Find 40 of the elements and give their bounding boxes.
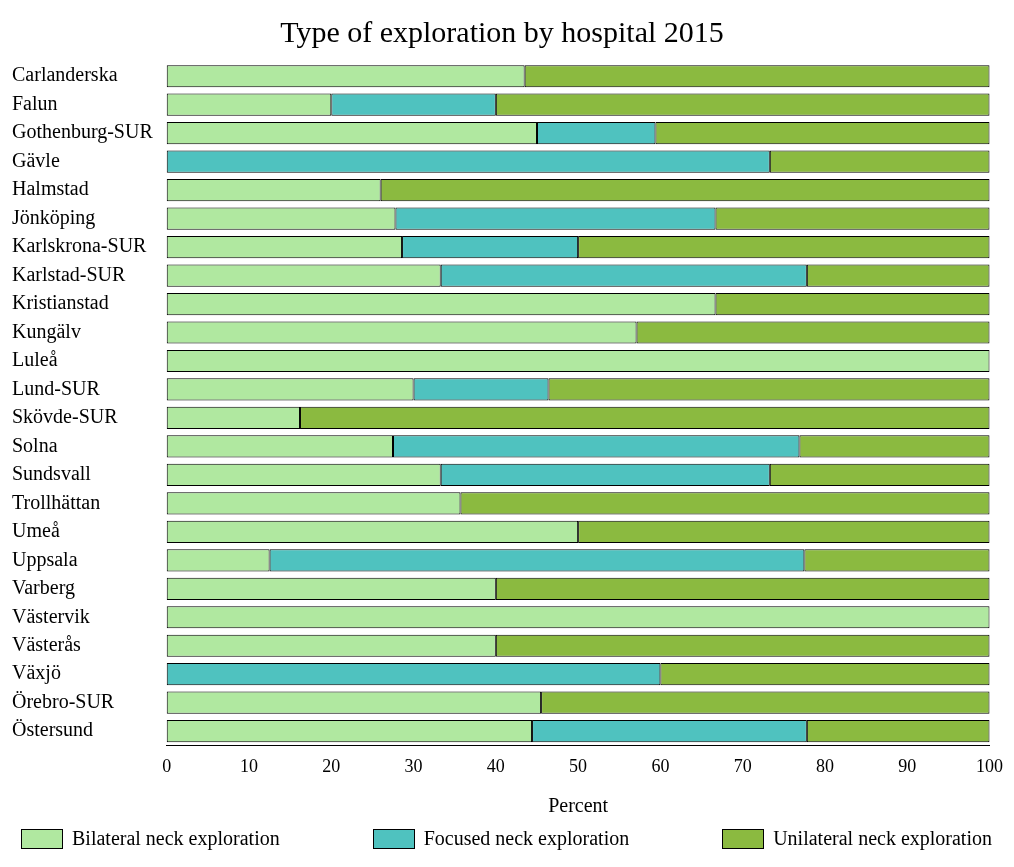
- y-tick-label: Uppsala: [12, 547, 78, 571]
- y-tick-label: Västerås: [12, 632, 82, 655]
- y-tick-label: Örebro-SUR: [12, 689, 115, 712]
- y-tick-label: Falun: [12, 91, 58, 114]
- y-tick-label: Kungälv: [12, 319, 81, 343]
- y-tick-label: Carlanderska: [12, 63, 118, 86]
- y-tick-label: Kristianstad: [12, 291, 109, 314]
- x-tick-label: 0: [162, 755, 172, 776]
- x-tick-label: 70: [733, 755, 752, 776]
- x-tick-label: 100: [976, 755, 1003, 776]
- x-tick-label: 50: [569, 755, 588, 776]
- chart-title: Type of exploration by hospital 2015: [280, 14, 724, 48]
- y-tick-label: Sundsvall: [12, 462, 92, 485]
- y-tick-label: Lund-SUR: [12, 376, 101, 399]
- y-tick-label: Skövde-SUR: [12, 405, 119, 428]
- y-tick-label: Karlskrona-SUR: [12, 234, 148, 257]
- x-tick-label: 40: [486, 755, 505, 776]
- y-tick-label: Solna: [12, 433, 58, 456]
- x-tick-label: 90: [898, 755, 917, 776]
- y-tick-label: Varberg: [12, 576, 75, 600]
- y-tick-label: Gävle: [12, 148, 60, 171]
- y-tick-label: Luleå: [12, 348, 58, 371]
- x-tick-label: 20: [322, 755, 341, 776]
- y-tick-label: Västervik: [12, 604, 90, 627]
- y-tick-label: Umeå: [12, 519, 60, 542]
- x-tick-label: 10: [240, 755, 259, 776]
- legend-label: Unilateral neck exploration: [773, 827, 992, 850]
- legend-label: Focused neck exploration: [423, 827, 630, 850]
- x-tick-label: 80: [815, 755, 834, 776]
- y-tick-label: Trollhättan: [12, 490, 101, 513]
- x-tick-label: 30: [404, 755, 423, 776]
- y-tick-label: Karlstad-SUR: [12, 262, 126, 285]
- y-tick-label: Halmstad: [12, 177, 89, 200]
- x-tick-label: 60: [651, 755, 670, 776]
- y-tick-label: Växjö: [12, 661, 61, 685]
- y-tick-label: Östersund: [12, 718, 94, 741]
- x-axis-title: Percent: [548, 794, 609, 817]
- y-tick-label: Gothenburg-SUR: [12, 120, 154, 144]
- y-tick-label: Jönköping: [12, 205, 96, 229]
- legend-label: Bilateral neck exploration: [72, 827, 280, 850]
